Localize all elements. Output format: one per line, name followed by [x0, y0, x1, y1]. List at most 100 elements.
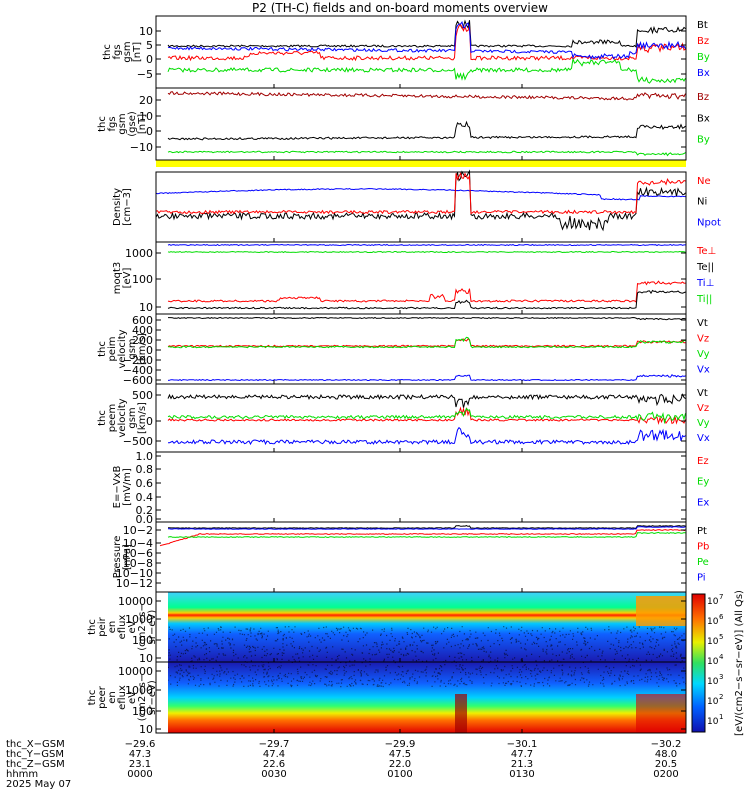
y-tick-label: 400 [132, 324, 153, 337]
series-pt [168, 525, 686, 529]
colorbar-tick-exp: 5 [719, 633, 723, 641]
y-axis-label-line: eflux [117, 685, 128, 710]
x-axis-value: 20.5 [655, 759, 677, 770]
x-axis-value: 0200 [653, 769, 678, 780]
y-axis-label: moqt3 [eV] [112, 262, 133, 295]
legend-entry: Vt [697, 388, 708, 399]
series-vy [168, 336, 686, 349]
x-axis-value: −29.7 [259, 739, 290, 750]
y-axis-label: thc peem velocity gsm [km/s] [97, 398, 148, 437]
x-axis-value: 47.7 [511, 749, 533, 760]
panel-frame [155, 241, 687, 315]
colorbar-label: [eV/(cm2−s−sr−eV)] (All Qs) [734, 590, 745, 736]
x-axis-value: 47.5 [389, 749, 411, 760]
plot-title: P2 (TH-C) fields and on-board moments ov… [252, 1, 548, 15]
y-axis-label-line: en [107, 691, 118, 704]
y-axis-label-line: thc [102, 44, 113, 60]
colorbar-tick-label: 10 [707, 617, 719, 627]
y-axis-label-line: (gse) [127, 111, 138, 137]
colorbar-tick-exp: 6 [719, 613, 724, 621]
y-axis-label-line: thc [87, 690, 98, 706]
x-axis-value: −29.9 [385, 739, 416, 750]
legend-entry: Bx [697, 68, 710, 79]
y-tick-label: 10 [139, 25, 153, 38]
y-axis-label-line: Density [112, 188, 123, 226]
electron-late-band [636, 694, 686, 733]
x-axis-row-label: thc_X−GSM [6, 739, 65, 750]
y-tick-label: −600 [123, 374, 153, 387]
y-tick-label: 10 [139, 301, 153, 314]
y-tick-label: 0 [146, 125, 153, 138]
x-axis-value: 0100 [387, 769, 412, 780]
y-axis-label-line: eV [127, 620, 138, 633]
colorbar-scale [691, 593, 706, 733]
y-axis-label-line: peer [97, 685, 108, 709]
y-axis-label-line: velocity [117, 329, 128, 368]
x-axis-row-label: thc_Z−GSM [6, 759, 65, 770]
series-tipar [167, 243, 686, 247]
legend-entry: Pi [697, 573, 706, 584]
y-tick-label: 10 [139, 110, 153, 123]
legend-entry: Bt [697, 20, 708, 31]
y-tick-label: 1.0 [136, 450, 154, 463]
x-axis-date: 2025 May 07 [6, 779, 71, 790]
y-axis-label-line: fgs [112, 44, 123, 59]
y-axis-label-line: E=−VxB [112, 466, 123, 509]
legend-entry: By [697, 135, 710, 146]
colorbar-tick-label: 10 [707, 637, 719, 647]
y-axis-label: Density [cm−3] [112, 188, 133, 226]
data-layer [156, 19, 686, 733]
y-axis-label-line: eV [127, 691, 138, 704]
y-axis-label: thc fgs gsm [nT] [102, 41, 143, 62]
x-axis-value: 22.6 [263, 759, 285, 770]
y-tick-label: 10−12 [116, 577, 153, 590]
x-axis-value: −30.1 [507, 739, 538, 750]
legend-entry: Te⊥ [696, 246, 716, 257]
y-tick-label: −400 [123, 364, 153, 377]
y-tick-label: 10−8 [123, 557, 153, 570]
y-axis-label: thc peim velocity gsm [km/s] [97, 329, 148, 368]
series-vz [167, 338, 686, 348]
x-axis-value: 47.4 [263, 749, 285, 760]
y-tick-label: 1000 [125, 684, 153, 697]
series-pi [168, 526, 686, 530]
y-axis-label-line: gsm [127, 407, 138, 428]
x-axis-value: 21.3 [511, 759, 533, 770]
legend-entry: Te|| [696, 262, 714, 273]
electron-spike-band [455, 694, 467, 733]
series-vz2 [167, 406, 686, 426]
x-axis: thc_X−GSM −29.6 −29.7 −29.9 −30.1 −30.2 thc_Y−… [6, 739, 681, 790]
x-axis-value: −30.2 [651, 739, 682, 750]
y-tick-label: 0 [146, 344, 153, 357]
y-axis-label-line: [km/s] [137, 333, 148, 365]
legend-entry: Ne [697, 176, 711, 187]
panel-frame [155, 661, 687, 734]
series-tiperp [167, 250, 686, 254]
y-axis-label-line: sr−eV) [147, 680, 158, 715]
y-axis-label-line: peir [97, 616, 108, 636]
x-axis-row-label: hhmm [6, 769, 38, 780]
legend-entry: Vy [697, 349, 710, 360]
colorbar-tick-label: 10 [707, 697, 719, 707]
series-bx [167, 20, 686, 61]
y-axis-label-line: thc [97, 341, 108, 357]
colorbar-tick-exp: 1 [719, 713, 723, 721]
y-tick-label: 10−2 [123, 524, 153, 537]
colorbar-tick-label: 10 [707, 717, 719, 727]
y-tick-label: −200 [123, 354, 153, 367]
x-axis-value: 22.0 [389, 759, 411, 770]
y-tick-label: 10 [139, 652, 153, 665]
y-tick-label: 10−4 [123, 537, 153, 550]
y-axis-label-line: thc [97, 116, 108, 132]
y-axis-label: Pressure [nPa] [112, 536, 133, 579]
y-tick-label: −10 [130, 141, 153, 154]
y-axis-label-line: Pressure [112, 536, 123, 579]
series-vx2 [167, 426, 686, 446]
legend-entry: Ez [697, 456, 709, 467]
y-axis-label-line: thc [87, 619, 98, 635]
y-tick-label: 10000 [118, 595, 153, 608]
y-axis-label: thc peir en eflux eV (cm2−s− sr−eV) [87, 603, 158, 650]
series-vx [167, 373, 686, 382]
quality-bar [156, 160, 686, 167]
